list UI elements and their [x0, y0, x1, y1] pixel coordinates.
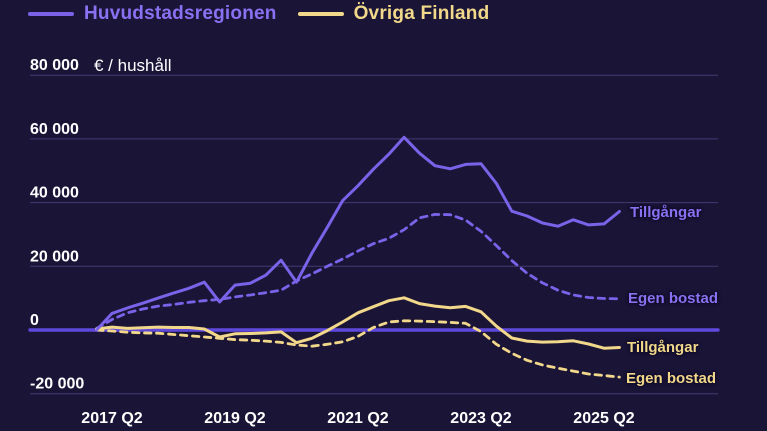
legend-item-ovriga-finland: Övriga Finland — [297, 3, 490, 25]
series-line-egen-bostad-ovriga-finland — [95, 319, 621, 379]
legend-item-huvudstadsregionen: Huvudstadsregionen — [28, 3, 277, 25]
x-tick-label: 2019 Q2 — [204, 410, 265, 427]
legend-label-huvudstadsregionen: Huvudstadsregionen — [84, 3, 277, 24]
legend: Huvudstadsregionen Övriga Finland — [28, 3, 489, 25]
series-label-egen-bostad-ovriga-finland: Egen bostad — [626, 370, 717, 387]
y-tick-label: 80 000 — [30, 57, 79, 74]
y-tick-label: -20 000 — [30, 376, 84, 393]
legend-swatch-yellow-line-icon — [297, 12, 344, 16]
y-tick-label: 40 000 — [30, 185, 79, 202]
x-tick-label: 2023 Q2 — [450, 410, 511, 427]
y-axis-unit-label: € / hushåll — [94, 56, 172, 75]
series-label-tillgangar-ovriga-finland: Tillgångar — [627, 339, 699, 356]
y-tick-label: 60 000 — [30, 121, 79, 138]
series-line-tillgangar-huvudstadsregionen — [95, 135, 621, 332]
x-tick-label: 2025 Q2 — [573, 410, 634, 427]
series-label-tillgangar-huvudstadsregionen: Tillgångar — [630, 204, 702, 221]
y-tick-label: 20 000 — [30, 248, 79, 265]
series-label-egen-bostad-huvudstadsregionen: Egen bostad — [628, 290, 719, 307]
legend-swatch-purple-line-icon — [28, 12, 74, 16]
legend-label-ovriga-finland: Övriga Finland — [353, 3, 490, 24]
y-tick-label: 0 — [30, 312, 39, 329]
x-tick-label: 2017 Q2 — [81, 410, 142, 427]
x-tick-label: 2021 Q2 — [327, 410, 388, 427]
series-line-tillgangar-ovriga-finland — [95, 296, 621, 350]
series-line-egen-bostad-huvudstadsregionen — [95, 212, 621, 330]
